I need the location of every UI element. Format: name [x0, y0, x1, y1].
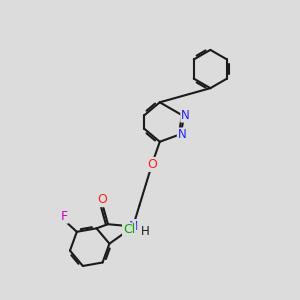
Text: F: F: [61, 210, 68, 223]
Text: O: O: [98, 193, 108, 206]
Text: Cl: Cl: [123, 223, 135, 236]
Text: H: H: [141, 225, 150, 238]
Text: O: O: [148, 158, 157, 171]
Text: N: N: [181, 109, 190, 122]
Text: N: N: [178, 128, 187, 141]
Text: N: N: [128, 220, 138, 233]
